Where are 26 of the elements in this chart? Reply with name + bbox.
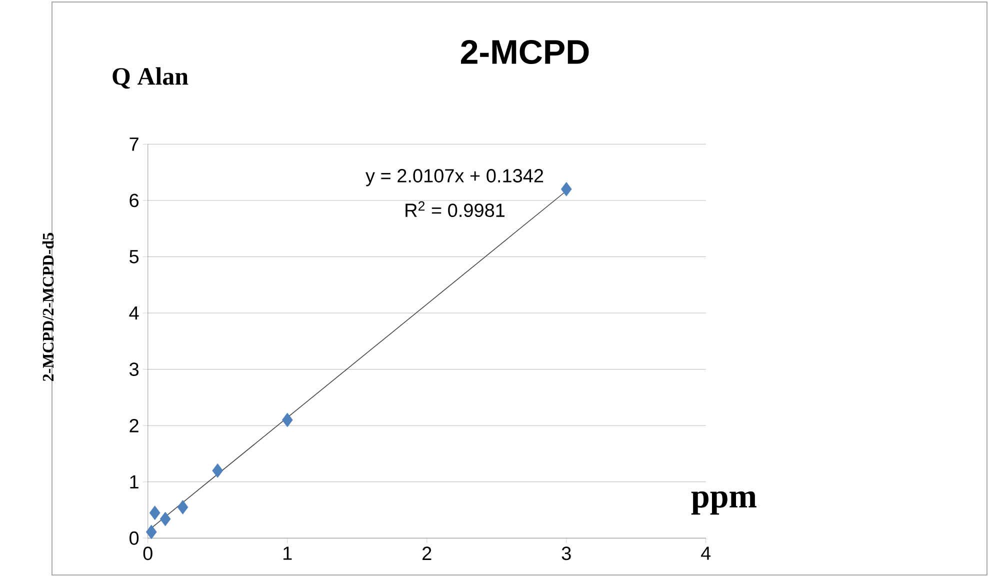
x-axis-title: ppm bbox=[691, 491, 756, 515]
y-tick-label: 2 bbox=[130, 418, 138, 432]
point bbox=[282, 412, 293, 428]
point bbox=[560, 182, 572, 196]
chart-title: 2-MCPD bbox=[461, 40, 589, 64]
x-tick-label: 3 bbox=[562, 546, 571, 560]
annotation: y = 2.0107x + 0.1342 bbox=[366, 169, 544, 186]
chart-subtitle: Q Alan bbox=[112, 67, 188, 89]
y-axis-title: 2-MCPD/2-MCPD-d5 bbox=[42, 232, 54, 381]
y-tick-label: 4 bbox=[129, 306, 139, 320]
point bbox=[177, 500, 188, 514]
point bbox=[212, 463, 224, 478]
point bbox=[160, 512, 171, 526]
annotation: R$^{2}$ = 0.9981 bbox=[406, 201, 504, 218]
point bbox=[146, 524, 157, 540]
x-tick-label: 1 bbox=[284, 546, 292, 560]
x-tick-label: 4 bbox=[701, 546, 711, 560]
y-tick-label: 7 bbox=[130, 138, 138, 151]
x-tick-label: 2 bbox=[422, 546, 432, 560]
y-tick-label: 1 bbox=[130, 475, 138, 488]
y-tick-label: 6 bbox=[130, 194, 138, 208]
y-tick-label: 5 bbox=[130, 250, 139, 264]
point bbox=[149, 506, 160, 520]
x-tick-label: 0 bbox=[143, 546, 152, 560]
y-tick-label: 3 bbox=[129, 362, 138, 376]
y-tick-label: 0 bbox=[130, 531, 139, 545]
